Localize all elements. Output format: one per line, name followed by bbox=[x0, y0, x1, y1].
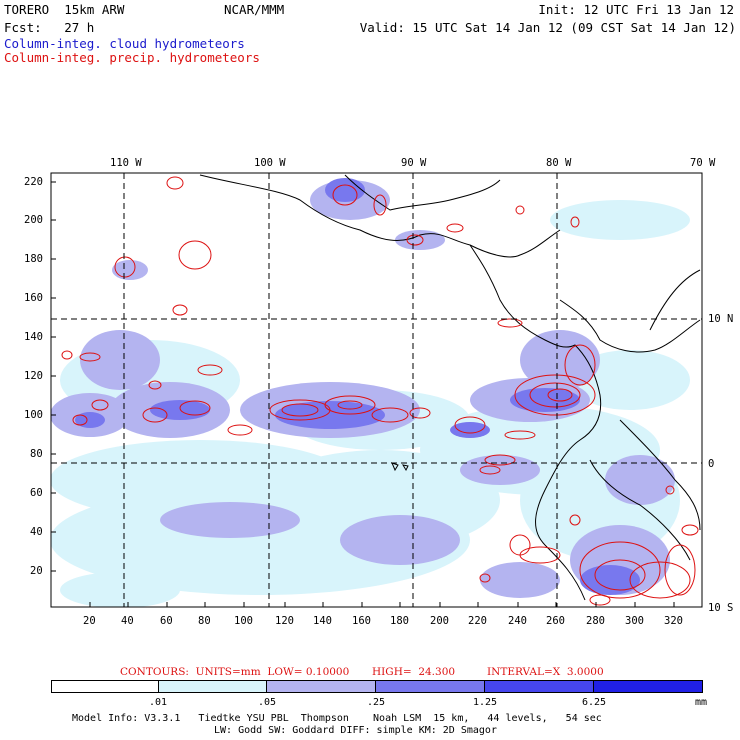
y-tick-label: 200 bbox=[24, 214, 43, 226]
y-tick-label: 220 bbox=[24, 176, 43, 188]
x-tick-label: 240 bbox=[508, 615, 527, 627]
lat-label: 10 S bbox=[708, 602, 734, 614]
lon-label: 90 W bbox=[401, 157, 427, 169]
coastline-icon bbox=[199, 174, 701, 601]
model-title: TORERO 15km ARW bbox=[4, 2, 125, 17]
y-tick-label: 60 bbox=[30, 487, 43, 499]
model-info-line1: Model Info: V3.3.1 Tiedtke YSU PBL Thomp… bbox=[72, 713, 602, 724]
y-tick-label: 120 bbox=[24, 370, 43, 382]
colorbar-bin bbox=[266, 680, 376, 693]
y-tick-label: 40 bbox=[30, 526, 43, 538]
init-time: Init: 12 UTC Fri 13 Jan 12 bbox=[538, 2, 734, 17]
colorbar-label: 6.25 bbox=[581, 697, 607, 708]
colorbar-bin bbox=[593, 680, 703, 693]
lat-label: 10 N bbox=[708, 313, 734, 325]
model-info-line2: LW: Godd SW: Goddard DIFF: simple KM: 2D… bbox=[214, 725, 497, 736]
lon-label: 110 W bbox=[110, 157, 142, 169]
x-tick-label: 100 bbox=[234, 615, 253, 627]
x-tick-label: 60 bbox=[160, 615, 173, 627]
x-tick-label: 80 bbox=[198, 615, 211, 627]
y-tick-label: 140 bbox=[24, 331, 43, 343]
colorbar-bin bbox=[51, 680, 159, 693]
x-tick-label: 300 bbox=[625, 615, 644, 627]
colorbar-bin bbox=[484, 680, 594, 693]
x-tick-label: 200 bbox=[430, 615, 449, 627]
x-tick-label: 320 bbox=[664, 615, 683, 627]
latlon-grid bbox=[51, 173, 702, 607]
lon-label: 100 W bbox=[254, 157, 286, 169]
cloud-shading-icon bbox=[51, 178, 690, 607]
field-label-precip: Column-integ. precip. hydrometeors bbox=[4, 50, 260, 65]
plot-frame bbox=[50, 172, 703, 608]
colorbar-bin bbox=[375, 680, 485, 693]
contour-interval: INTERVAL=X 3.0000 bbox=[487, 666, 604, 678]
lon-label: 80 W bbox=[546, 157, 572, 169]
colorbar-label: 1.25 bbox=[472, 697, 498, 708]
x-tick-label: 220 bbox=[468, 615, 487, 627]
lat-label: 0 bbox=[708, 458, 715, 470]
contour-info: CONTOURS: UNITS=mm LOW= 0.10000 bbox=[120, 666, 350, 678]
contour-high: HIGH= 24.300 bbox=[372, 666, 456, 678]
y-tick-label: 20 bbox=[30, 565, 43, 577]
y-tick-label: 180 bbox=[24, 253, 43, 265]
axis-ticks bbox=[51, 181, 675, 607]
field-label-cloud: Column-integ. cloud hydrometeors bbox=[4, 36, 245, 51]
lon-label: 70 W bbox=[690, 157, 716, 169]
colorbar-bin bbox=[158, 680, 267, 693]
colorbar-label: .05 bbox=[257, 697, 277, 708]
colorbar-label: .01 bbox=[148, 697, 168, 708]
x-tick-label: 180 bbox=[390, 615, 409, 627]
precip-contour-icon bbox=[61, 176, 699, 606]
org-label: NCAR/MMM bbox=[224, 2, 285, 17]
x-tick-label: 40 bbox=[121, 615, 134, 627]
x-tick-label: 280 bbox=[586, 615, 605, 627]
y-tick-label: 100 bbox=[24, 409, 43, 421]
x-tick-label: 120 bbox=[275, 615, 294, 627]
x-tick-label: 160 bbox=[352, 615, 371, 627]
y-tick-label: 80 bbox=[30, 448, 43, 460]
colorbar-label: .25 bbox=[366, 697, 386, 708]
x-tick-label: 260 bbox=[546, 615, 565, 627]
y-tick-label: 160 bbox=[24, 292, 43, 304]
x-tick-label: 20 bbox=[83, 615, 96, 627]
colorbar-units: mm bbox=[694, 697, 708, 708]
valid-time: Valid: 15 UTC Sat 14 Jan 12 (09 CST Sat … bbox=[359, 20, 736, 35]
x-tick-label: 140 bbox=[313, 615, 332, 627]
forecast-hour: Fcst: 27 h bbox=[4, 20, 95, 35]
